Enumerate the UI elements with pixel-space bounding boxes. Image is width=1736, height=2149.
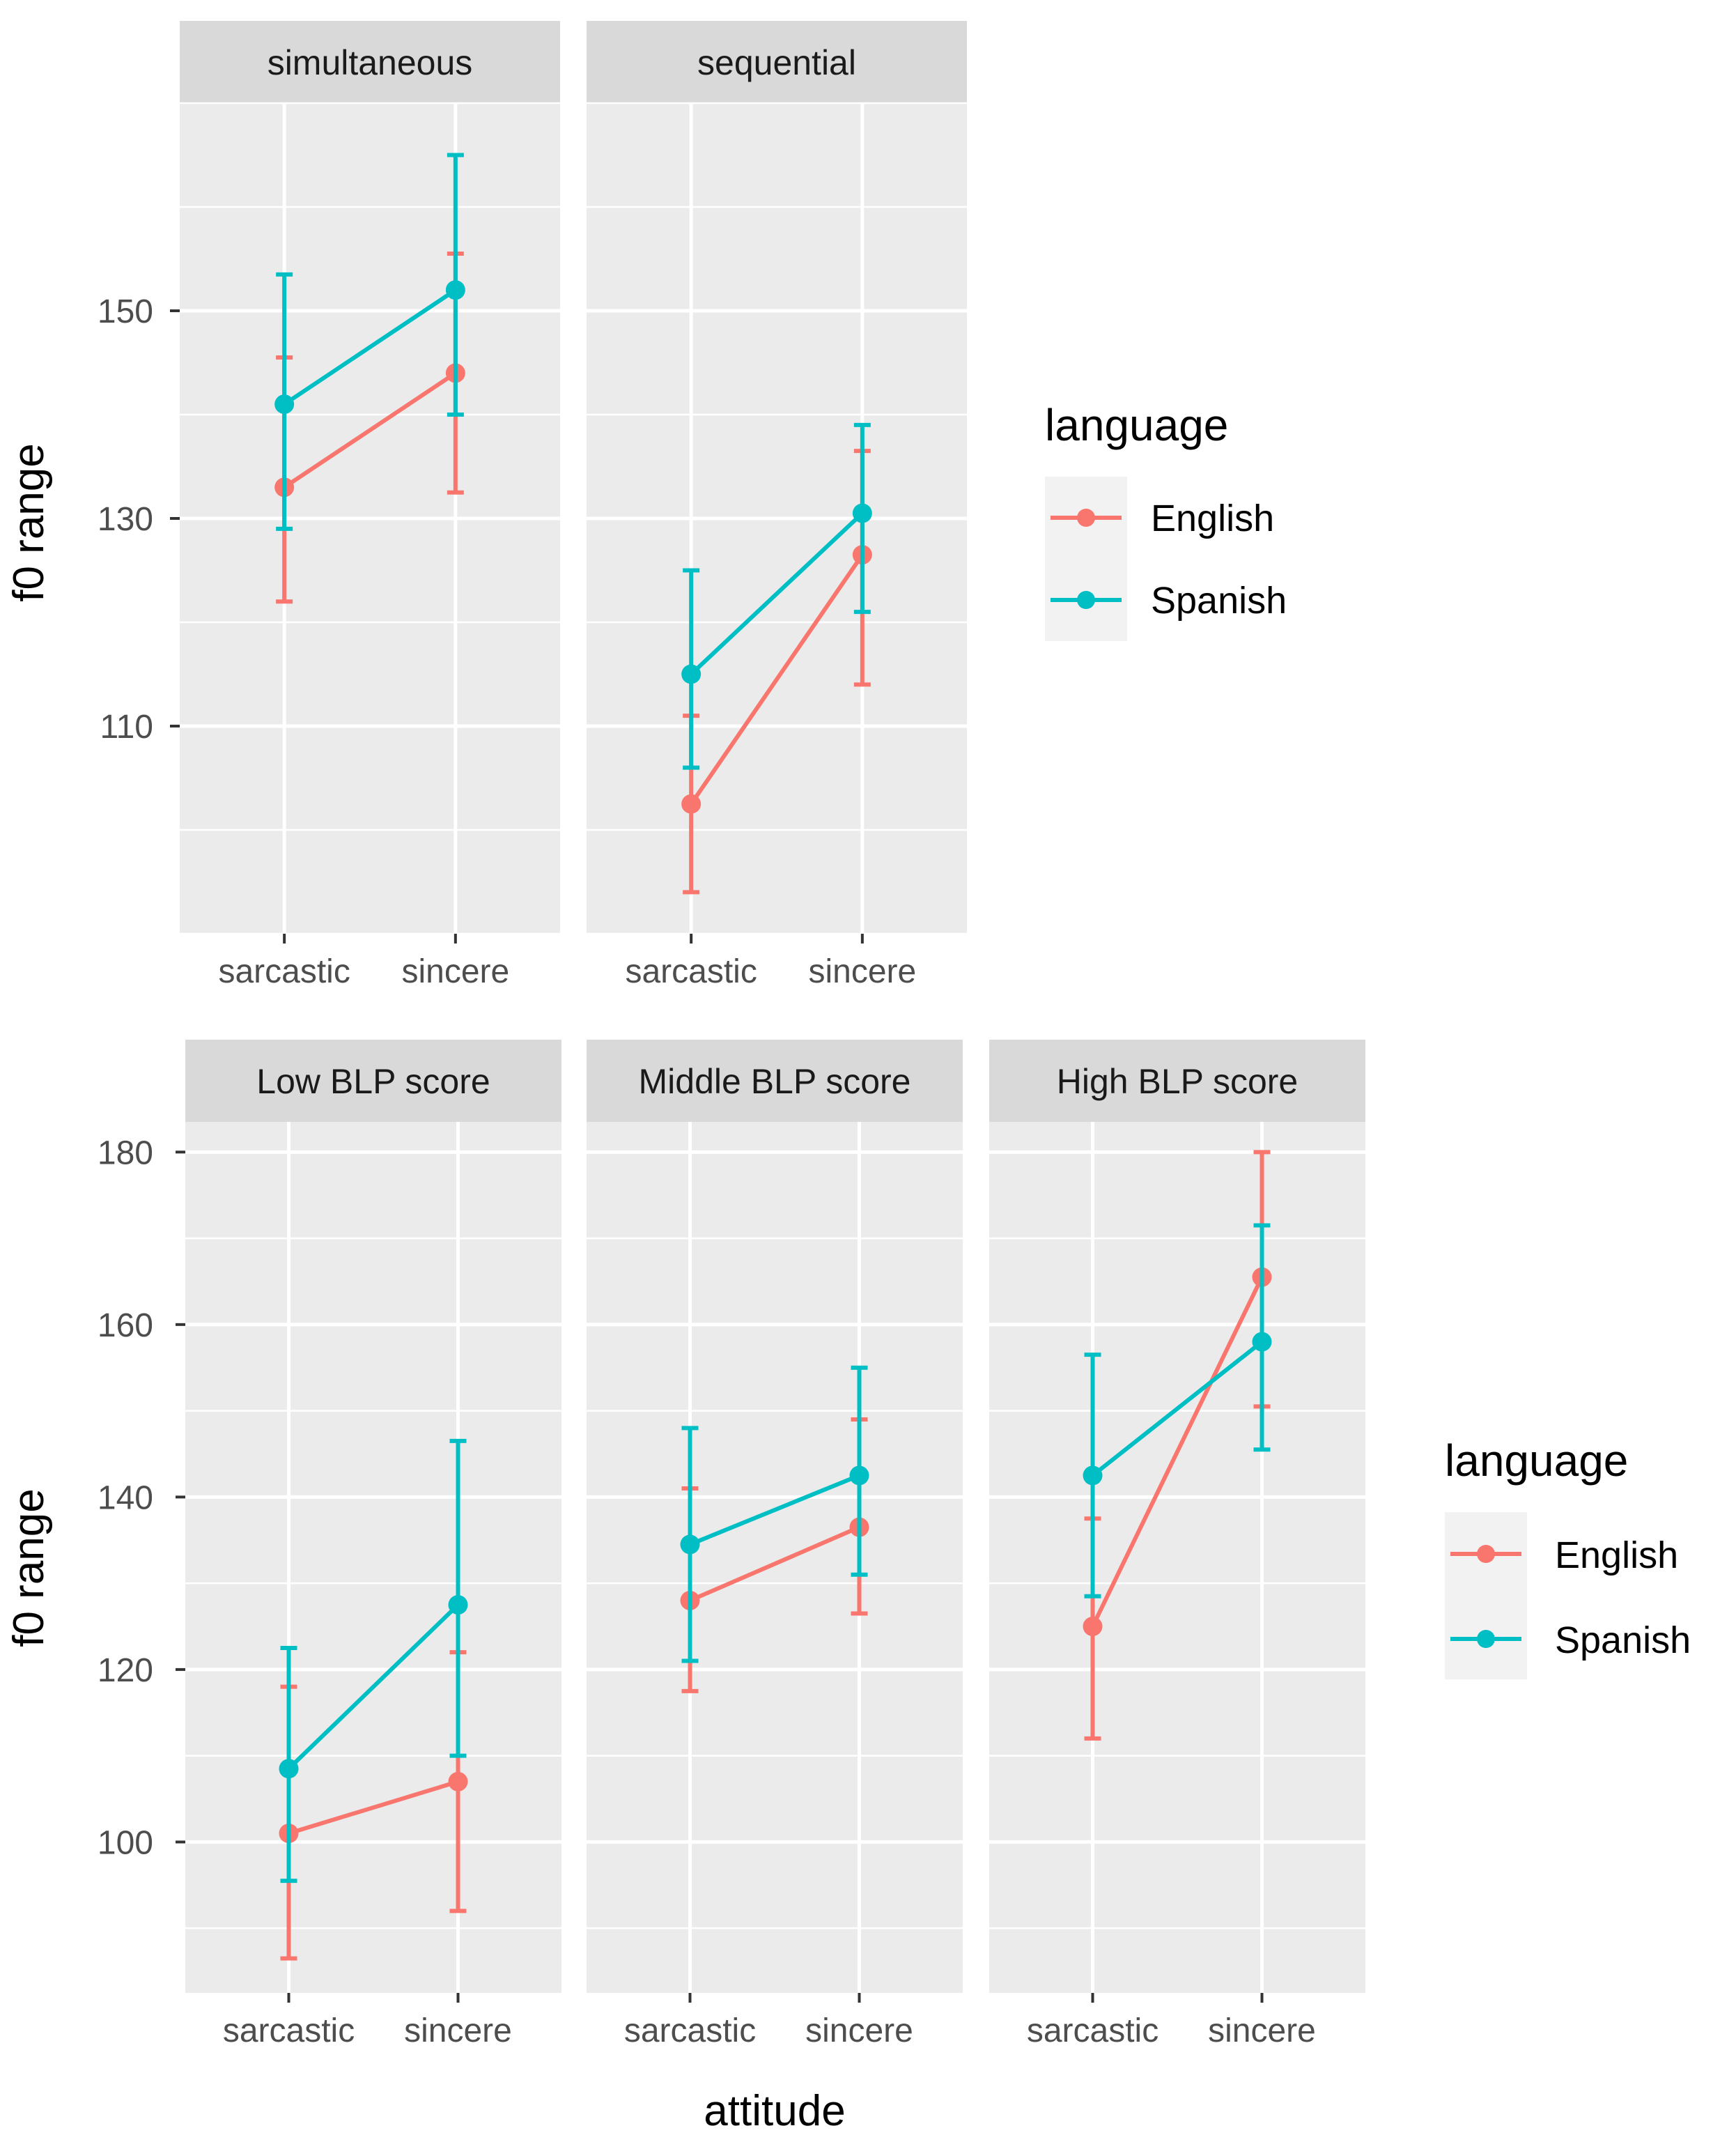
legend-label-english-top: English [1151, 498, 1274, 539]
x-tick-label: sarcastic [223, 2012, 355, 2049]
data-point [680, 1534, 700, 1555]
panel-high-blp-score: High BLP score sarcastic sincere [989, 1040, 1365, 2049]
legend-top: language English Spanish [1045, 400, 1287, 641]
legend-key-english-point-bottom [1477, 1545, 1495, 1563]
data-point [849, 1465, 869, 1486]
strip-title: High BLP score [1057, 1062, 1298, 1101]
data-point [852, 503, 872, 523]
data-point [279, 1759, 299, 1779]
series-line [283, 371, 457, 489]
panel-sequential: sequential sarcastic sincere [587, 21, 967, 990]
strip-background [185, 1040, 561, 1122]
data-point [274, 394, 295, 415]
y-axis-title-top: f0 range [5, 443, 53, 602]
x-tick-label: sarcastic [625, 953, 757, 990]
data-point [1083, 1617, 1103, 1637]
series-spanish [681, 422, 872, 770]
series-spanish [279, 1438, 468, 1884]
x-tick-label: sincere [808, 953, 916, 990]
panel-simultaneous: simultaneous sarcastic sincere [180, 21, 560, 990]
legend-key-box-bottom [1445, 1512, 1527, 1679]
series-spanish [680, 1365, 869, 1663]
y-tick-label: 100 [98, 1824, 153, 1861]
series-line [689, 1473, 860, 1547]
legend-key-spanish-point-bottom [1477, 1630, 1495, 1648]
legend-label-spanish-top: Spanish [1151, 580, 1287, 622]
y-tick-label: 120 [98, 1652, 153, 1689]
y-axis-title-bottom: f0 range [5, 1488, 53, 1647]
data-point [681, 794, 702, 814]
data-point [445, 280, 465, 300]
legend-title-top: language [1045, 400, 1228, 450]
y-tick-label: 140 [98, 1479, 153, 1516]
data-point [1083, 1465, 1103, 1486]
panel-background [587, 1122, 963, 1993]
legend-bottom: language English Spanish [1445, 1435, 1691, 1679]
y-tick-label: 150 [98, 293, 153, 330]
strip-background [180, 21, 560, 103]
strip-title: sequential [697, 43, 856, 82]
x-tick-label: sincere [404, 2012, 512, 2049]
legend-label-spanish-bottom: Spanish [1555, 1619, 1691, 1661]
strip-title: Low BLP score [256, 1062, 490, 1101]
y-tick-label: 130 [98, 501, 153, 538]
legend-title-bottom: language [1445, 1435, 1628, 1486]
legend-key-spanish-point-top [1077, 591, 1095, 609]
panel-background [185, 1122, 561, 1993]
strip-background [587, 1040, 963, 1122]
series-line [287, 1603, 460, 1771]
y-tick-label: 180 [98, 1134, 153, 1171]
panel-middle-blp-score: Middle BLP score sarcastic sincere [587, 1040, 963, 2049]
x-tick-label: sarcastic [218, 953, 350, 990]
data-point [1252, 1332, 1272, 1352]
x-tick-label: sarcastic [1027, 2012, 1158, 2049]
legend-key-box-top [1045, 477, 1127, 641]
series-line [283, 288, 457, 406]
x-tick-label: sincere [1208, 2012, 1316, 2049]
series-line [689, 553, 865, 806]
legend-label-english-bottom: English [1555, 1534, 1678, 1576]
x-tick-label: sincere [401, 953, 509, 990]
y-tick-label: 110 [100, 709, 153, 746]
series-line [1091, 1340, 1264, 1477]
strip-background [989, 1040, 1365, 1122]
x-tick-label: sincere [805, 2012, 913, 2049]
x-axis-title: attitude [704, 2087, 845, 2135]
series-line [1090, 1276, 1264, 1628]
panel-low-blp-score: Low BLP score sarcastic sincere [185, 1040, 561, 2049]
strip-title: simultaneous [268, 43, 473, 82]
panel-background [989, 1122, 1365, 1993]
series-line [690, 511, 864, 676]
series-line [288, 1779, 459, 1835]
data-point [448, 1595, 468, 1615]
data-point [681, 664, 702, 684]
series-spanish [1083, 1223, 1272, 1599]
x-tick-label: sarcastic [624, 2012, 756, 2049]
strip-title: Middle BLP score [639, 1062, 911, 1101]
legend-key-english-point-top [1077, 509, 1095, 527]
y-tick-label: 160 [98, 1307, 153, 1344]
strip-background [587, 21, 967, 103]
series-line [689, 1525, 860, 1603]
series-spanish [274, 153, 465, 531]
data-point [448, 1771, 468, 1792]
